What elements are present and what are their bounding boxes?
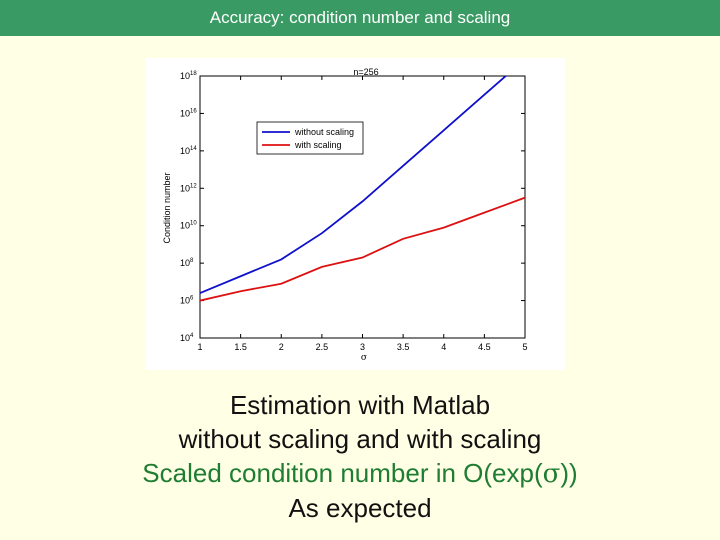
- chart-legend: without scaling with scaling: [256, 121, 364, 155]
- y-axis-label: Condition number: [162, 172, 172, 243]
- y-tick-label: 1016: [180, 108, 197, 118]
- x-tick-label: 4.5: [478, 342, 491, 352]
- caption-line-scaling: without scaling and with scaling: [178, 424, 542, 454]
- caption-line-matlab: Estimation with Matlab: [229, 390, 491, 420]
- caption-line-expected: As expected: [288, 493, 432, 523]
- legend-entry: without scaling: [294, 127, 354, 137]
- caption-line-order: Scaled condition number in O(exp(σ)): [0, 456, 720, 491]
- sigma-symbol: σ: [542, 459, 561, 489]
- series-line-with-scaling: [200, 196, 525, 302]
- x-tick-label: 2: [279, 342, 284, 352]
- y-tick-label: 1010: [180, 221, 197, 231]
- caption-block: Estimation with Matlab without scaling a…: [0, 388, 720, 525]
- x-axis-label: σ: [361, 353, 367, 363]
- slide-title: Accuracy: condition number and scaling: [0, 0, 720, 36]
- x-axis: 1 1.5 2 2.5 3 3.5 4 4.5 5: [197, 76, 528, 352]
- x-tick-label: 3.5: [397, 342, 410, 352]
- x-tick-label: 5: [522, 342, 527, 352]
- series-line-without-scaling: [200, 76, 508, 294]
- y-tick-label: 106: [180, 296, 194, 306]
- series-layer: [200, 76, 525, 302]
- x-tick-label: 2.5: [316, 342, 329, 352]
- legend-frame: [256, 121, 364, 155]
- chart-title: n=256: [353, 67, 378, 77]
- y-tick-label: 108: [180, 258, 194, 268]
- x-tick-label: 1.5: [234, 342, 247, 352]
- caption-order-prefix: Scaled condition number in O(exp(: [142, 458, 543, 488]
- y-tick-label: 1014: [180, 146, 197, 156]
- condition-number-chart: n=256 1 1.5 2 2.5 3 3.5 4 4.5 5 104 106 108 1010 101…: [162, 67, 528, 363]
- chart-figure: n=256 1 1.5 2 2.5 3 3.5 4 4.5 5 104 106 108 1010 101…: [145, 58, 565, 370]
- y-tick-label: 104: [180, 333, 194, 343]
- y-tick-label: 1018: [180, 71, 197, 81]
- y-axis: 104 106 108 1010 1012 1014 1016 1018: [180, 71, 525, 343]
- legend-entry: with scaling: [294, 140, 342, 150]
- x-tick-label: 3: [360, 342, 365, 352]
- plot-area: [199, 75, 526, 339]
- caption-order-suffix: )): [560, 458, 578, 488]
- x-tick-label: 1: [197, 342, 202, 352]
- x-tick-label: 4: [441, 342, 446, 352]
- y-tick-label: 1012: [180, 183, 197, 193]
